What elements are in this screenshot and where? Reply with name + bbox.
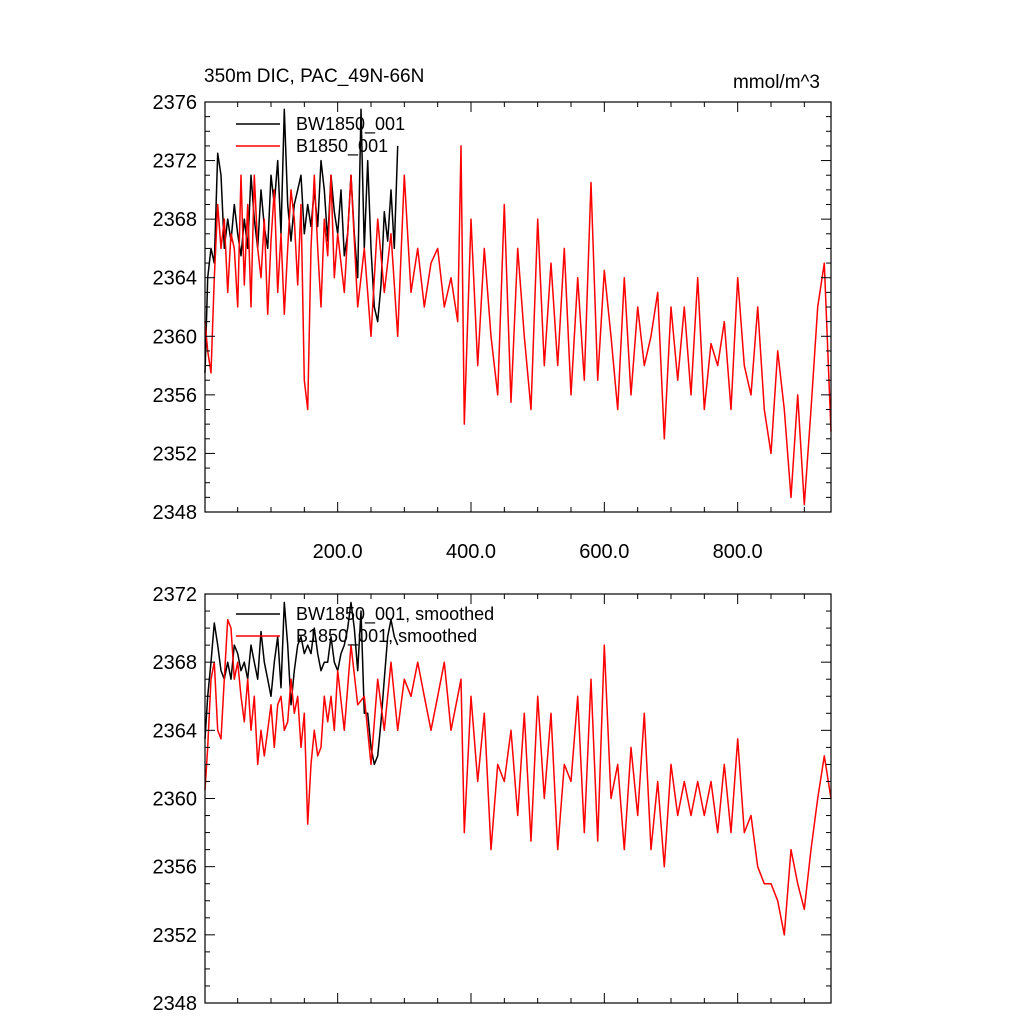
bottom-y-tick-label: 2372 xyxy=(153,584,198,606)
bottom-y-tick-label: 2368 xyxy=(153,652,198,674)
bottom-y-tick-label: 2348 xyxy=(153,993,198,1015)
bottom-y-tick-label: 2360 xyxy=(153,789,198,811)
chart-title: 350m DIC, PAC_49N-66N xyxy=(204,66,424,87)
top-legend-label-1: B1850_001 xyxy=(296,136,388,157)
bottom-panel: 2348 2352 2356 2360 2364 2368 2372 BW1850_001, … xyxy=(153,584,832,1015)
top-y-tick-label: 2372 xyxy=(153,151,198,173)
top-series-line-1 xyxy=(204,145,832,506)
top-y-tick-label: 2356 xyxy=(153,385,198,407)
bottom-legend-label-1: B1850_001, smoothed xyxy=(296,626,477,647)
top-x-tick-label: 800.0 xyxy=(713,541,763,563)
bottom-series-line-1 xyxy=(204,618,832,936)
top-y-tick-label: 2360 xyxy=(153,326,198,348)
top-series-line-0 xyxy=(204,108,399,373)
top-y-tick-label: 2352 xyxy=(153,443,198,465)
units-label: mmol/m^3 xyxy=(733,72,820,93)
bottom-y-tick-label: 2364 xyxy=(153,720,198,742)
top-y-tick-label: 2364 xyxy=(153,268,198,290)
top-x-tick-label: 600.0 xyxy=(579,541,629,563)
top-y-tick-label: 2376 xyxy=(153,92,198,114)
bottom-legend-label-0: BW1850_001, smoothed xyxy=(296,604,494,625)
top-x-tick-label: 400.0 xyxy=(446,541,496,563)
bottom-y-tick-label: 2352 xyxy=(153,925,198,947)
top-legend-label-0: BW1850_001 xyxy=(296,114,405,135)
top-panel: 2348 2352 2356 2360 2364 2368 2372 2376 200.0 400… xyxy=(153,92,832,563)
top-y-tick-label: 2368 xyxy=(153,209,198,231)
top-y-tick-label: 2348 xyxy=(153,502,198,524)
bottom-y-tick-label: 2356 xyxy=(153,857,198,879)
top-x-tick-label: 200.0 xyxy=(313,541,363,563)
